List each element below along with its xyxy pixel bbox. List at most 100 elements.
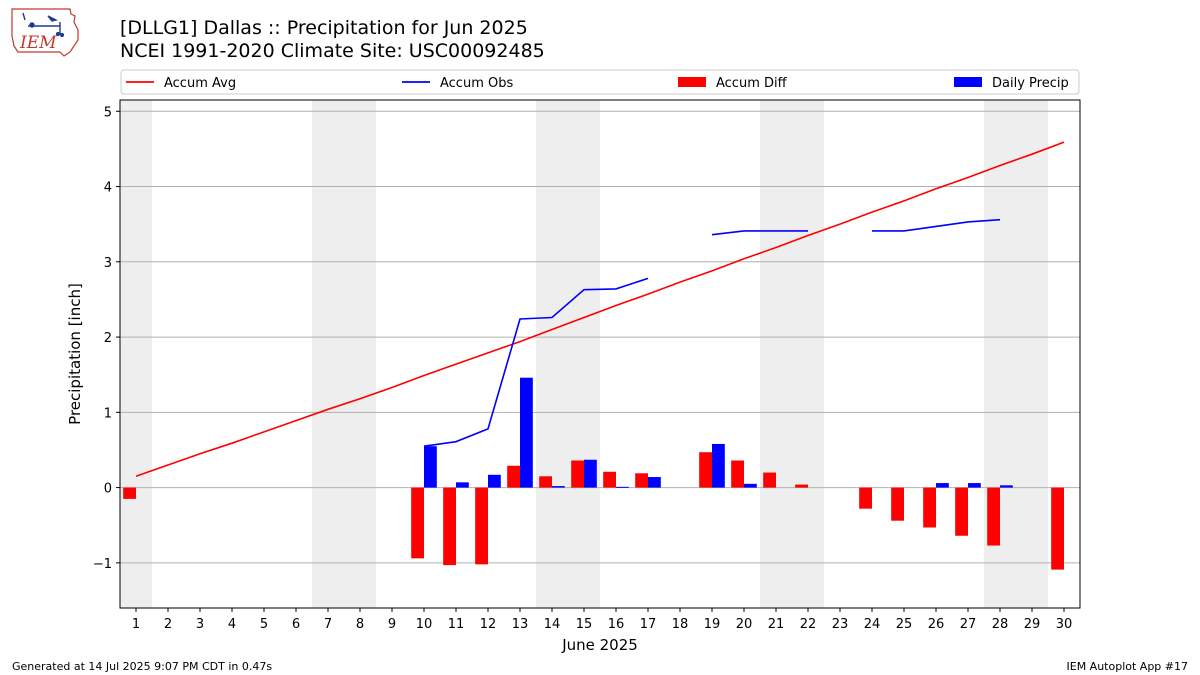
legend-label: Accum Obs bbox=[440, 76, 513, 91]
x-tick-label-20: 20 bbox=[736, 617, 753, 632]
x-tick-label-2: 2 bbox=[164, 617, 172, 632]
accum-diff-bar-day-26 bbox=[923, 487, 936, 528]
app-footer: IEM Autoplot App #17 bbox=[1066, 660, 1189, 673]
x-tick-label-14: 14 bbox=[544, 617, 561, 632]
accum-diff-bar-day-15 bbox=[571, 460, 584, 488]
x-tick-label-12: 12 bbox=[480, 617, 497, 632]
daily-precip-bar-day-16 bbox=[616, 486, 629, 488]
daily-precip-bar-day-11 bbox=[456, 482, 469, 488]
x-tick-label-27: 27 bbox=[960, 617, 977, 632]
x-tick-label-5: 5 bbox=[260, 617, 268, 632]
y-tick-label--1: −1 bbox=[93, 557, 112, 572]
chart-subtitle: NCEI 1991-2020 Climate Site: USC00092485 bbox=[120, 40, 545, 62]
legend-entry-daily-precip: Daily Precip bbox=[954, 76, 1069, 91]
daily-precip-bar-day-19 bbox=[712, 443, 725, 488]
legend-label: Daily Precip bbox=[992, 76, 1069, 91]
accum-diff-bar-day-13 bbox=[507, 465, 520, 488]
y-tick-label-0: 0 bbox=[104, 482, 112, 497]
x-tick-label-24: 24 bbox=[864, 617, 881, 632]
accum-diff-bar-day-24 bbox=[859, 487, 872, 509]
accum-obs-line-segment-1 bbox=[711, 230, 808, 236]
x-tick-label-6: 6 bbox=[292, 617, 300, 632]
x-tick-label-9: 9 bbox=[388, 617, 396, 632]
logo-text: IEM bbox=[19, 33, 57, 53]
accum-diff-bar-day-1 bbox=[123, 487, 136, 499]
legend-swatch bbox=[954, 77, 982, 87]
x-tick-label-10: 10 bbox=[416, 617, 433, 632]
legend-label: Accum Diff bbox=[716, 76, 788, 91]
accum-diff-bar-day-25 bbox=[891, 487, 904, 521]
y-tick-label-5: 5 bbox=[104, 105, 112, 120]
x-tick-label-11: 11 bbox=[448, 617, 465, 632]
daily-precip-bar-day-10 bbox=[424, 446, 437, 488]
generated-footer: Generated at 14 Jul 2025 9:07 PM CDT in … bbox=[12, 660, 273, 673]
accum-diff-bar-day-27 bbox=[955, 487, 968, 536]
daily-precip-bar-day-13 bbox=[520, 377, 533, 488]
legend: Accum Avg Accum Obs Accum Diff Daily Precip bbox=[120, 69, 1080, 95]
x-tick-label-13: 13 bbox=[512, 617, 529, 632]
accum-diff-bar-day-10 bbox=[411, 487, 424, 559]
iem-logo: IEM bbox=[8, 6, 82, 62]
accum-obs-line-segment-0 bbox=[423, 277, 649, 447]
weekend-shade-7 bbox=[312, 100, 344, 608]
x-tick-label-28: 28 bbox=[992, 617, 1009, 632]
x-tick-label-18: 18 bbox=[672, 617, 689, 632]
x-tick-label-7: 7 bbox=[324, 617, 332, 632]
weekend-shade-8 bbox=[344, 100, 376, 608]
accum-avg-line-segment-0 bbox=[135, 141, 1065, 478]
x-tick-label-16: 16 bbox=[608, 617, 625, 632]
x-tick-label-19: 19 bbox=[704, 617, 721, 632]
x-tick-label-26: 26 bbox=[928, 617, 945, 632]
x-tick-label-22: 22 bbox=[800, 617, 817, 632]
weekend-shade-1 bbox=[120, 100, 152, 608]
daily-precip-bar-day-12 bbox=[488, 474, 501, 488]
weekend-shade-15 bbox=[568, 100, 600, 608]
x-tick-label-8: 8 bbox=[356, 617, 364, 632]
chart-title: [DLLG1] Dallas :: Precipitation for Jun … bbox=[120, 17, 528, 39]
accum-diff-bar-day-17 bbox=[635, 473, 648, 488]
x-tick-label-3: 3 bbox=[196, 617, 204, 632]
accum-diff-bar-day-30 bbox=[1051, 487, 1064, 570]
daily-precip-bar-day-17 bbox=[648, 477, 661, 488]
x-tick-label-23: 23 bbox=[832, 617, 849, 632]
y-axis-label: Precipitation [inch] bbox=[66, 283, 84, 425]
legend-swatch bbox=[678, 77, 706, 87]
legend-box bbox=[120, 69, 1080, 95]
accum-diff-bar-day-12 bbox=[475, 487, 488, 565]
weekend-shade-14 bbox=[536, 100, 568, 608]
accum-diff-bar-day-28 bbox=[987, 487, 1000, 546]
accum-diff-bar-day-19 bbox=[699, 452, 712, 488]
y-tick-label-2: 2 bbox=[104, 331, 112, 346]
x-tick-label-21: 21 bbox=[768, 617, 785, 632]
plot-frame bbox=[119, 99, 1081, 609]
accum-diff-bar-day-22 bbox=[795, 484, 808, 488]
daily-precip-bar-day-26 bbox=[936, 483, 949, 488]
accum-diff-bar-day-16 bbox=[603, 471, 616, 488]
y-tick-label-1: 1 bbox=[104, 406, 112, 421]
y-tick-label-3: 3 bbox=[104, 256, 112, 271]
x-tick-label-29: 29 bbox=[1024, 617, 1041, 632]
x-tick-label-15: 15 bbox=[576, 617, 593, 632]
daily-precip-bar-day-27 bbox=[968, 483, 981, 488]
legend-entry-accum-obs: Accum Obs bbox=[402, 76, 513, 91]
x-axis-label: June 2025 bbox=[561, 636, 638, 654]
x-tick-label-25: 25 bbox=[896, 617, 913, 632]
y-tick-label-4: 4 bbox=[104, 181, 112, 196]
accum-diff-bar-day-14 bbox=[539, 476, 552, 488]
daily-precip-bar-day-20 bbox=[744, 483, 757, 488]
x-tick-label-4: 4 bbox=[228, 617, 236, 632]
accum-obs-line-segment-2 bbox=[872, 218, 1001, 232]
legend-label: Accum Avg bbox=[164, 76, 236, 91]
daily-precip-bar-day-28 bbox=[1000, 485, 1013, 488]
weekend-shade-29 bbox=[1016, 100, 1048, 608]
x-tick-label-17: 17 bbox=[640, 617, 657, 632]
legend-entry-accum-diff: Accum Diff bbox=[678, 76, 788, 91]
weekend-shade-21 bbox=[760, 100, 792, 608]
x-tick-label-1: 1 bbox=[132, 617, 140, 632]
x-tick-label-30: 30 bbox=[1056, 617, 1073, 632]
daily-precip-bar-day-15 bbox=[584, 459, 597, 488]
accum-diff-bar-day-11 bbox=[443, 487, 456, 566]
accum-diff-bar-day-21 bbox=[763, 472, 776, 488]
accum-diff-bar-day-20 bbox=[731, 460, 744, 488]
